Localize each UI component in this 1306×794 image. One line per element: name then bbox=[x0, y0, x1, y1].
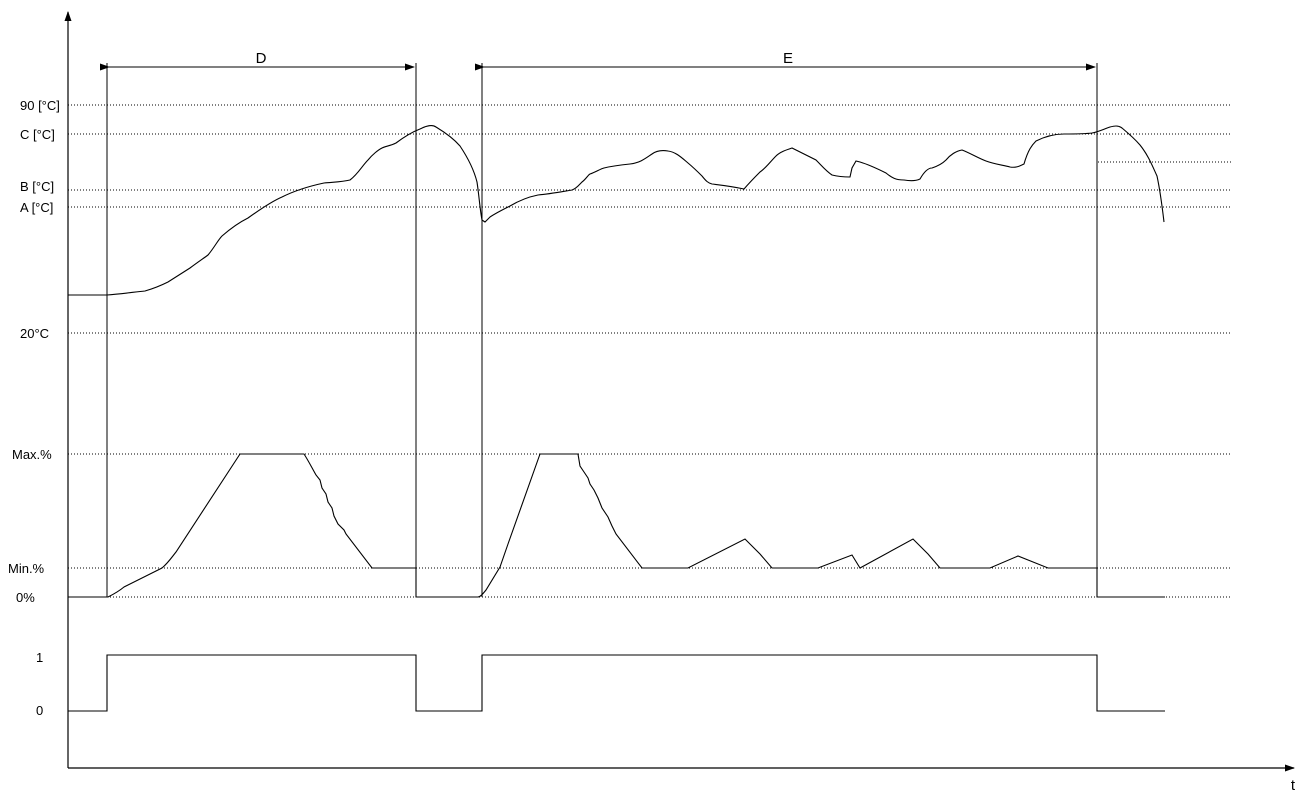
level-label-b: B [°C] bbox=[20, 179, 54, 194]
level-label-90: 90 [°C] bbox=[20, 98, 60, 113]
temperature-curve bbox=[68, 124, 1165, 296]
on-off-signal bbox=[68, 654, 1165, 712]
level-label-0pct: 0% bbox=[16, 590, 35, 605]
level-label-max: Max.% bbox=[12, 447, 52, 462]
phase-d-label: D bbox=[256, 50, 267, 67]
level-label-20: 20°C bbox=[20, 326, 49, 341]
level-label-a: A [°C] bbox=[20, 200, 53, 215]
level-label-min: Min.% bbox=[8, 561, 45, 576]
level-label-0: 0 bbox=[36, 703, 43, 718]
level-label-1: 1 bbox=[36, 650, 43, 665]
level-label-c: C [°C] bbox=[20, 127, 55, 142]
output-percentage-curve bbox=[68, 453, 1165, 598]
x-axis-label: t bbox=[1291, 777, 1296, 794]
phase-e-label: E bbox=[783, 50, 793, 67]
